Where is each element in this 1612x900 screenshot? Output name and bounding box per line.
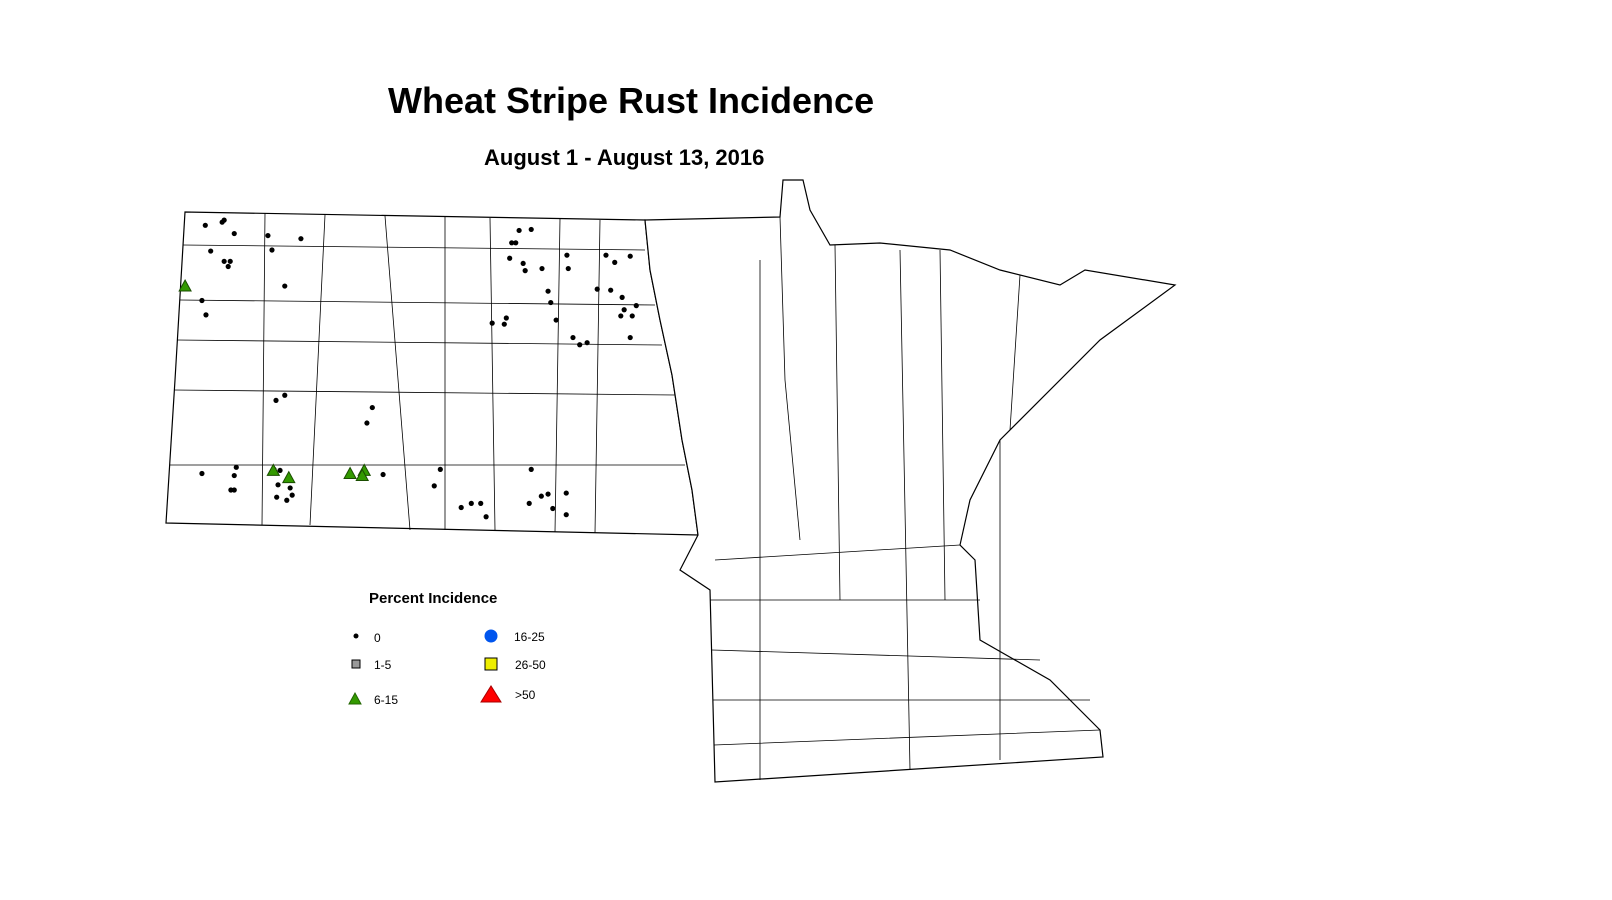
observation-point-0: [522, 268, 528, 274]
observation-point-0: [621, 307, 627, 313]
map-subtitle: August 1 - August 13, 2016: [484, 145, 765, 170]
observation-point-0: [298, 236, 304, 242]
observation-point-0: [528, 466, 534, 472]
observation-point-6-15: [343, 466, 357, 479]
observation-point-0: [203, 312, 209, 318]
observation-point-0: [603, 252, 609, 258]
observation-point-0: [282, 283, 288, 289]
observation-point-0: [277, 467, 283, 474]
observation-point-0: [231, 487, 237, 493]
observation-point-0: [584, 340, 590, 346]
observation-point-0: [513, 240, 519, 246]
observation-point-0: [282, 392, 288, 398]
observation-point-0: [208, 248, 214, 254]
legend-symbol-1-5: [351, 659, 361, 669]
observation-point-0: [274, 494, 280, 500]
legend-label-gt50: >50: [515, 688, 536, 702]
observation-point-0: [221, 217, 227, 223]
observation-point-0: [273, 397, 279, 403]
observation-point-0: [633, 303, 639, 309]
observation-point-6-15: [281, 470, 296, 484]
observation-point-0: [565, 265, 571, 272]
observation-point-0: [608, 287, 614, 293]
observation-point-0: [577, 342, 583, 348]
observation-point-0: [483, 514, 489, 520]
observation-point-0: [539, 265, 545, 272]
observation-point-0: [563, 490, 569, 496]
observation-point-0: [507, 255, 513, 261]
observation-point-0: [364, 420, 370, 426]
observation-point-0: [233, 464, 239, 470]
observation-point-0: [501, 321, 507, 327]
county-boundaries: [170, 212, 1101, 780]
observation-point-0: [526, 500, 532, 506]
observation-point-0: [489, 320, 495, 326]
observation-point-0: [553, 317, 559, 323]
legend-label-16-25: 16-25: [514, 630, 545, 644]
observation-points: [178, 217, 639, 520]
observation-point-0: [468, 500, 474, 506]
observation-point-0: [221, 258, 227, 264]
legend-symbol-16-25: [484, 629, 498, 643]
observation-point-0: [570, 334, 576, 341]
observation-point-0: [265, 232, 271, 239]
observation-point-0: [437, 466, 443, 472]
observation-point-0: [629, 313, 635, 319]
observation-point-6-15: [266, 463, 281, 476]
observation-point-0: [563, 512, 569, 518]
observation-point-0: [287, 485, 293, 491]
observation-point-0: [612, 259, 618, 265]
observation-point-6-15: [178, 279, 192, 292]
observation-point-0: [545, 288, 551, 294]
observation-point-0: [478, 500, 484, 506]
legend-symbol-gt50: [480, 685, 502, 703]
observation-point-0: [369, 404, 375, 411]
observation-point-0: [380, 471, 386, 478]
observation-point-0: [619, 294, 625, 300]
legend-label-26-50: 26-50: [515, 658, 546, 672]
observation-point-0: [199, 470, 205, 477]
observation-point-0: [284, 497, 290, 503]
observation-point-0: [458, 504, 464, 511]
observation-point-0: [516, 227, 522, 234]
legend-title: Percent Incidence: [369, 590, 498, 607]
observation-point-0: [548, 299, 554, 306]
legend-label-0: 0: [374, 631, 381, 645]
observation-point-0: [231, 230, 237, 237]
legend-symbol-26-50: [484, 657, 498, 671]
observation-point-0: [627, 334, 633, 341]
observation-point-0: [225, 263, 231, 270]
observation-point-0: [618, 313, 624, 319]
observation-point-0: [509, 240, 515, 246]
legend-symbol-6-15: [348, 691, 362, 705]
observation-point-0: [594, 286, 600, 292]
observation-point-0: [289, 492, 295, 498]
observation-point-6-15: [355, 468, 370, 482]
observation-point-0: [227, 258, 233, 264]
observation-point-0: [275, 482, 281, 488]
observation-point-0: [627, 253, 633, 259]
observation-point-0: [538, 493, 544, 499]
legend: [348, 629, 502, 705]
observation-point-0: [431, 483, 437, 489]
observation-point-0: [550, 505, 556, 512]
observation-point-0: [520, 260, 526, 267]
observation-point-0: [231, 472, 237, 479]
observation-point-0: [564, 252, 570, 258]
map-title: Wheat Stripe Rust Incidence: [388, 80, 875, 121]
observation-point-0: [545, 491, 551, 497]
observation-point-0: [269, 247, 275, 253]
observation-point-0: [503, 315, 509, 321]
observation-point-0: [199, 297, 205, 304]
legend-label-6-15: 6-15: [374, 693, 399, 707]
legend-label-1-5: 1-5: [374, 658, 392, 672]
minnesota-outline: [644, 179, 1177, 783]
observation-point-0: [528, 226, 534, 233]
legend-symbol-0: [353, 633, 359, 639]
observation-point-0: [202, 222, 208, 228]
